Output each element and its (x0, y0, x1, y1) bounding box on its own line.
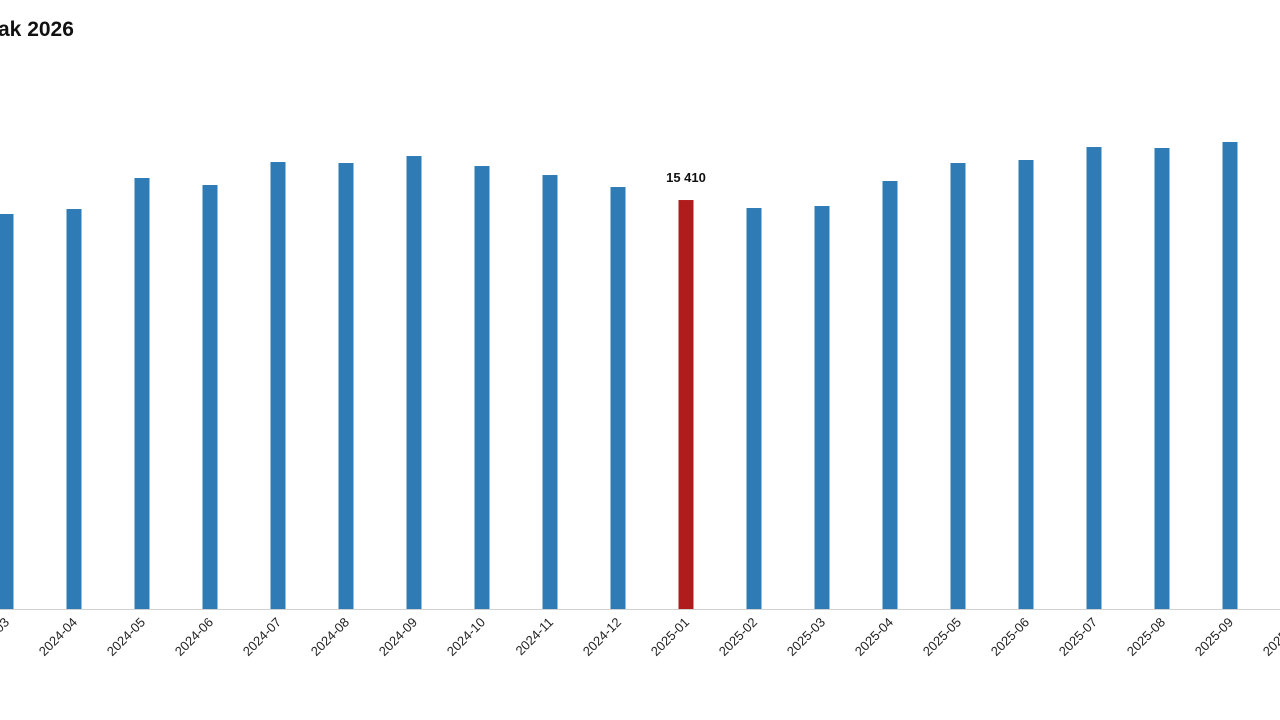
x-tick-label: 2025-02 (716, 615, 760, 659)
x-tick-label: 2025-08 (1124, 615, 1168, 659)
bar (66, 209, 82, 609)
bar (338, 163, 354, 609)
x-tick-label: 2024-04 (36, 615, 80, 659)
bar (1018, 160, 1034, 610)
bar (542, 175, 558, 609)
x-tick-label: 2025-03 (784, 615, 828, 659)
x-tick-label: 2024-06 (172, 615, 216, 659)
x-tick-label: 2024-09 (376, 615, 420, 659)
x-tick-label: 2025-01 (648, 615, 692, 659)
x-tick-label: 2024-07 (240, 615, 284, 659)
chart-title: ak 2026 (0, 18, 74, 41)
bar (0, 214, 14, 609)
bar (746, 208, 762, 609)
x-tick-label: 2025-07 (1056, 615, 1100, 659)
bar (814, 206, 830, 610)
x-tick-label: 2024-03 (0, 615, 12, 659)
x-tick-label: 2024-05 (104, 615, 148, 659)
bar (1154, 148, 1170, 609)
bar (406, 156, 422, 610)
value-label: 15 410 (666, 170, 706, 185)
x-tick-label: 2025-09 (1192, 615, 1236, 659)
x-tick-label: 2025-06 (988, 615, 1032, 659)
x-tick-label: 2024-08 (308, 615, 352, 659)
bar (950, 163, 966, 609)
bar (1222, 142, 1238, 609)
bar (882, 181, 898, 609)
x-tick-label: 2025-05 (920, 615, 964, 659)
x-tick-label: 2024-11 (512, 615, 556, 659)
x-tick-label: 2025-10 (1260, 615, 1280, 659)
bar (474, 166, 490, 610)
x-tick-label: 2025-04 (852, 615, 896, 659)
bar (1086, 147, 1102, 609)
bar (270, 162, 286, 609)
bar (134, 178, 150, 609)
bar (202, 185, 218, 610)
bar (610, 187, 626, 609)
x-tick-label: 2024-12 (580, 615, 624, 659)
bar (678, 200, 694, 609)
x-tick-label: 2024-10 (444, 615, 488, 659)
